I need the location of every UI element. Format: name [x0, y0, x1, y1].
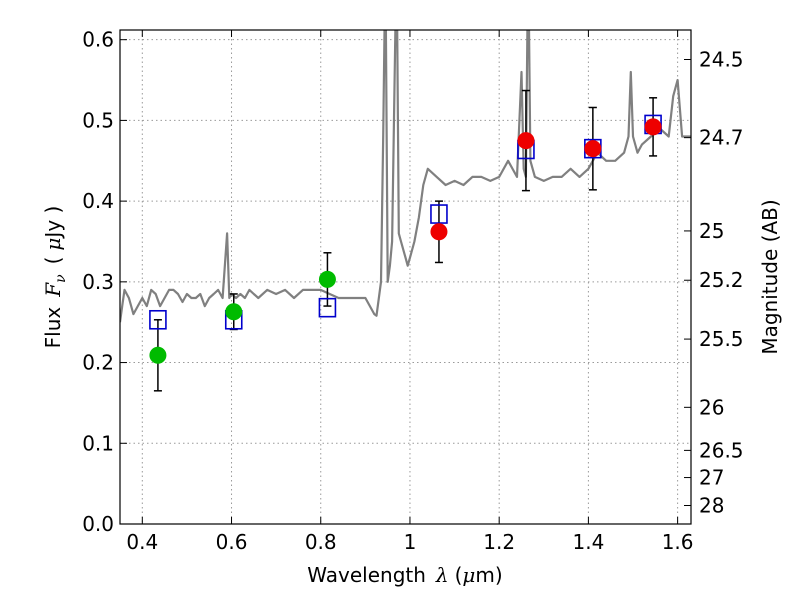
x-tick-label: 0.8 — [305, 530, 337, 554]
x-axis-lambda: λ — [435, 563, 449, 587]
sed-template-line — [120, 30, 691, 323]
x-tick-label: 1 — [404, 530, 417, 554]
infrared-data-point — [584, 140, 602, 158]
magnitude-tick-label: 24.7 — [699, 126, 744, 150]
x-axis-unit-rest: m) — [475, 563, 502, 587]
template-layer — [120, 30, 691, 323]
magnitude-axis-label: Magnitude (AB) — [758, 199, 782, 354]
infrared-data-point — [644, 118, 662, 136]
y-tick-label: 0.3 — [82, 270, 114, 294]
magnitude-tick-labels: 24.5 24.7 25 25.2 25.5 26 26.5 27 28 — [699, 48, 744, 518]
plot-frame — [119, 29, 692, 525]
y-axis-unit-rest: Jy ) — [41, 206, 65, 240]
x-tick-label: 0.6 — [216, 530, 248, 554]
infrared-data-point — [517, 132, 535, 150]
y-tick-label: 0.5 — [82, 108, 114, 132]
grid — [120, 30, 691, 525]
x-tick-label: 1.2 — [483, 530, 515, 554]
y-axis-unit-open: ( — [41, 257, 65, 265]
magnitude-tick-label: 25 — [699, 219, 724, 243]
optical-data-point — [149, 346, 167, 364]
model-box-marker — [149, 309, 167, 330]
model-box-marker — [430, 204, 448, 224]
magnitude-tick-label: 25.2 — [699, 268, 744, 292]
x-tick-label: 1.6 — [662, 530, 694, 554]
x-axis-label-text: Wavelength — [307, 563, 426, 587]
magnitude-tick-label: 27 — [699, 466, 724, 490]
x-axis-unit-open: ( — [455, 563, 463, 587]
observed-points — [149, 118, 662, 364]
model-boxes — [149, 114, 662, 330]
magnitude-tick-label: 26.5 — [699, 438, 744, 462]
x-tick-label: 0.4 — [126, 530, 158, 554]
optical-data-point — [225, 303, 243, 321]
x-axis-unit-mu: μ — [462, 563, 475, 587]
y-axis-label-text: Flux — [41, 307, 65, 349]
magnitude-tick-label: 25.5 — [699, 327, 744, 351]
y-tick-label: 0.2 — [82, 351, 114, 375]
x-tick-label: 1.4 — [572, 530, 604, 554]
y-tick-label: 0.1 — [82, 431, 114, 455]
model-box-marker — [318, 297, 337, 318]
y-tick-label: 0.6 — [82, 28, 114, 52]
x-tick-labels: 0.4 0.6 0.8 1 1.2 1.4 1.6 — [126, 530, 693, 554]
y-axis-unit-mu: μ — [41, 238, 65, 251]
error-bars — [153, 89, 658, 392]
magnitude-tick-label: 28 — [699, 494, 724, 518]
optical-data-point — [318, 270, 336, 288]
y-axis-symbol: F — [41, 282, 65, 298]
axis-ticks — [120, 30, 691, 525]
magnitude-tick-label: 24.5 — [699, 48, 744, 72]
magnitude-tick-label: 26 — [699, 395, 724, 419]
y-tick-labels: 0.0 0.1 0.2 0.3 0.4 0.5 0.6 — [82, 28, 114, 536]
y-tick-label: 0.0 — [82, 512, 114, 536]
infrared-data-point — [430, 223, 448, 241]
y-tick-label: 0.4 — [82, 189, 114, 213]
y-axis-symbol-sub: ν — [53, 274, 69, 283]
y-axis-label: Flux Fν ( μJy ) — [41, 206, 69, 349]
x-axis-label: Wavelength λ (μm) — [307, 563, 502, 587]
